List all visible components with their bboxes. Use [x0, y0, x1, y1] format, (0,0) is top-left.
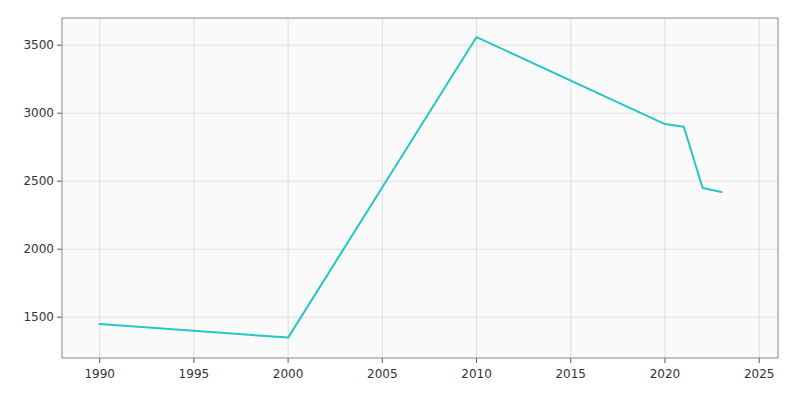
x-tick-label: 2005	[367, 367, 398, 381]
y-grid-line	[62, 317, 778, 318]
y-tick	[57, 317, 62, 318]
y-tick	[57, 249, 62, 250]
x-grid-line	[664, 18, 665, 358]
x-tick-label: 2010	[461, 367, 492, 381]
y-tick	[57, 181, 62, 182]
x-grid-line	[759, 18, 760, 358]
chart-container: 1500 2000 2500 3000 3500 1990 1995 2000 2005 2010…	[0, 0, 800, 400]
x-tick-label: 1995	[179, 367, 210, 381]
x-tick-label: 2025	[744, 367, 775, 381]
x-tick	[382, 358, 383, 363]
x-tick-label: 1990	[84, 367, 115, 381]
x-tick-label: 2000	[273, 367, 304, 381]
x-grid-line	[570, 18, 571, 358]
data-layer	[100, 37, 722, 338]
y-tick	[57, 113, 62, 114]
plot-frame	[62, 18, 778, 358]
x-tick	[99, 358, 100, 363]
y-grid-line	[62, 113, 778, 114]
grid	[62, 18, 778, 358]
x-tick	[570, 358, 571, 363]
y-tick-label: 3000	[23, 106, 54, 120]
y-grid-line	[62, 249, 778, 250]
x-grid-line	[99, 18, 100, 358]
x-tick	[288, 358, 289, 363]
x-tick-label: 2020	[650, 367, 681, 381]
plot-background	[62, 18, 778, 358]
x-grid-line	[288, 18, 289, 358]
x-grid-line	[193, 18, 194, 358]
x-tick	[759, 358, 760, 363]
y-tick-label: 2000	[23, 242, 54, 256]
x-tick	[476, 358, 477, 363]
y-tick	[57, 45, 62, 46]
x-tick-label: 2015	[555, 367, 586, 381]
chart-svg: 1500 2000 2500 3000 3500 1990 1995 2000 2005 2010…	[0, 0, 800, 400]
x-tick	[193, 358, 194, 363]
y-tick-label: 3500	[23, 38, 54, 52]
y-grid-line	[62, 45, 778, 46]
x-tick	[664, 358, 665, 363]
data-line	[100, 37, 722, 338]
x-grid-line	[476, 18, 477, 358]
y-tick-label: 1500	[23, 310, 54, 324]
y-tick-label: 2500	[23, 174, 54, 188]
y-grid-line	[62, 181, 778, 182]
